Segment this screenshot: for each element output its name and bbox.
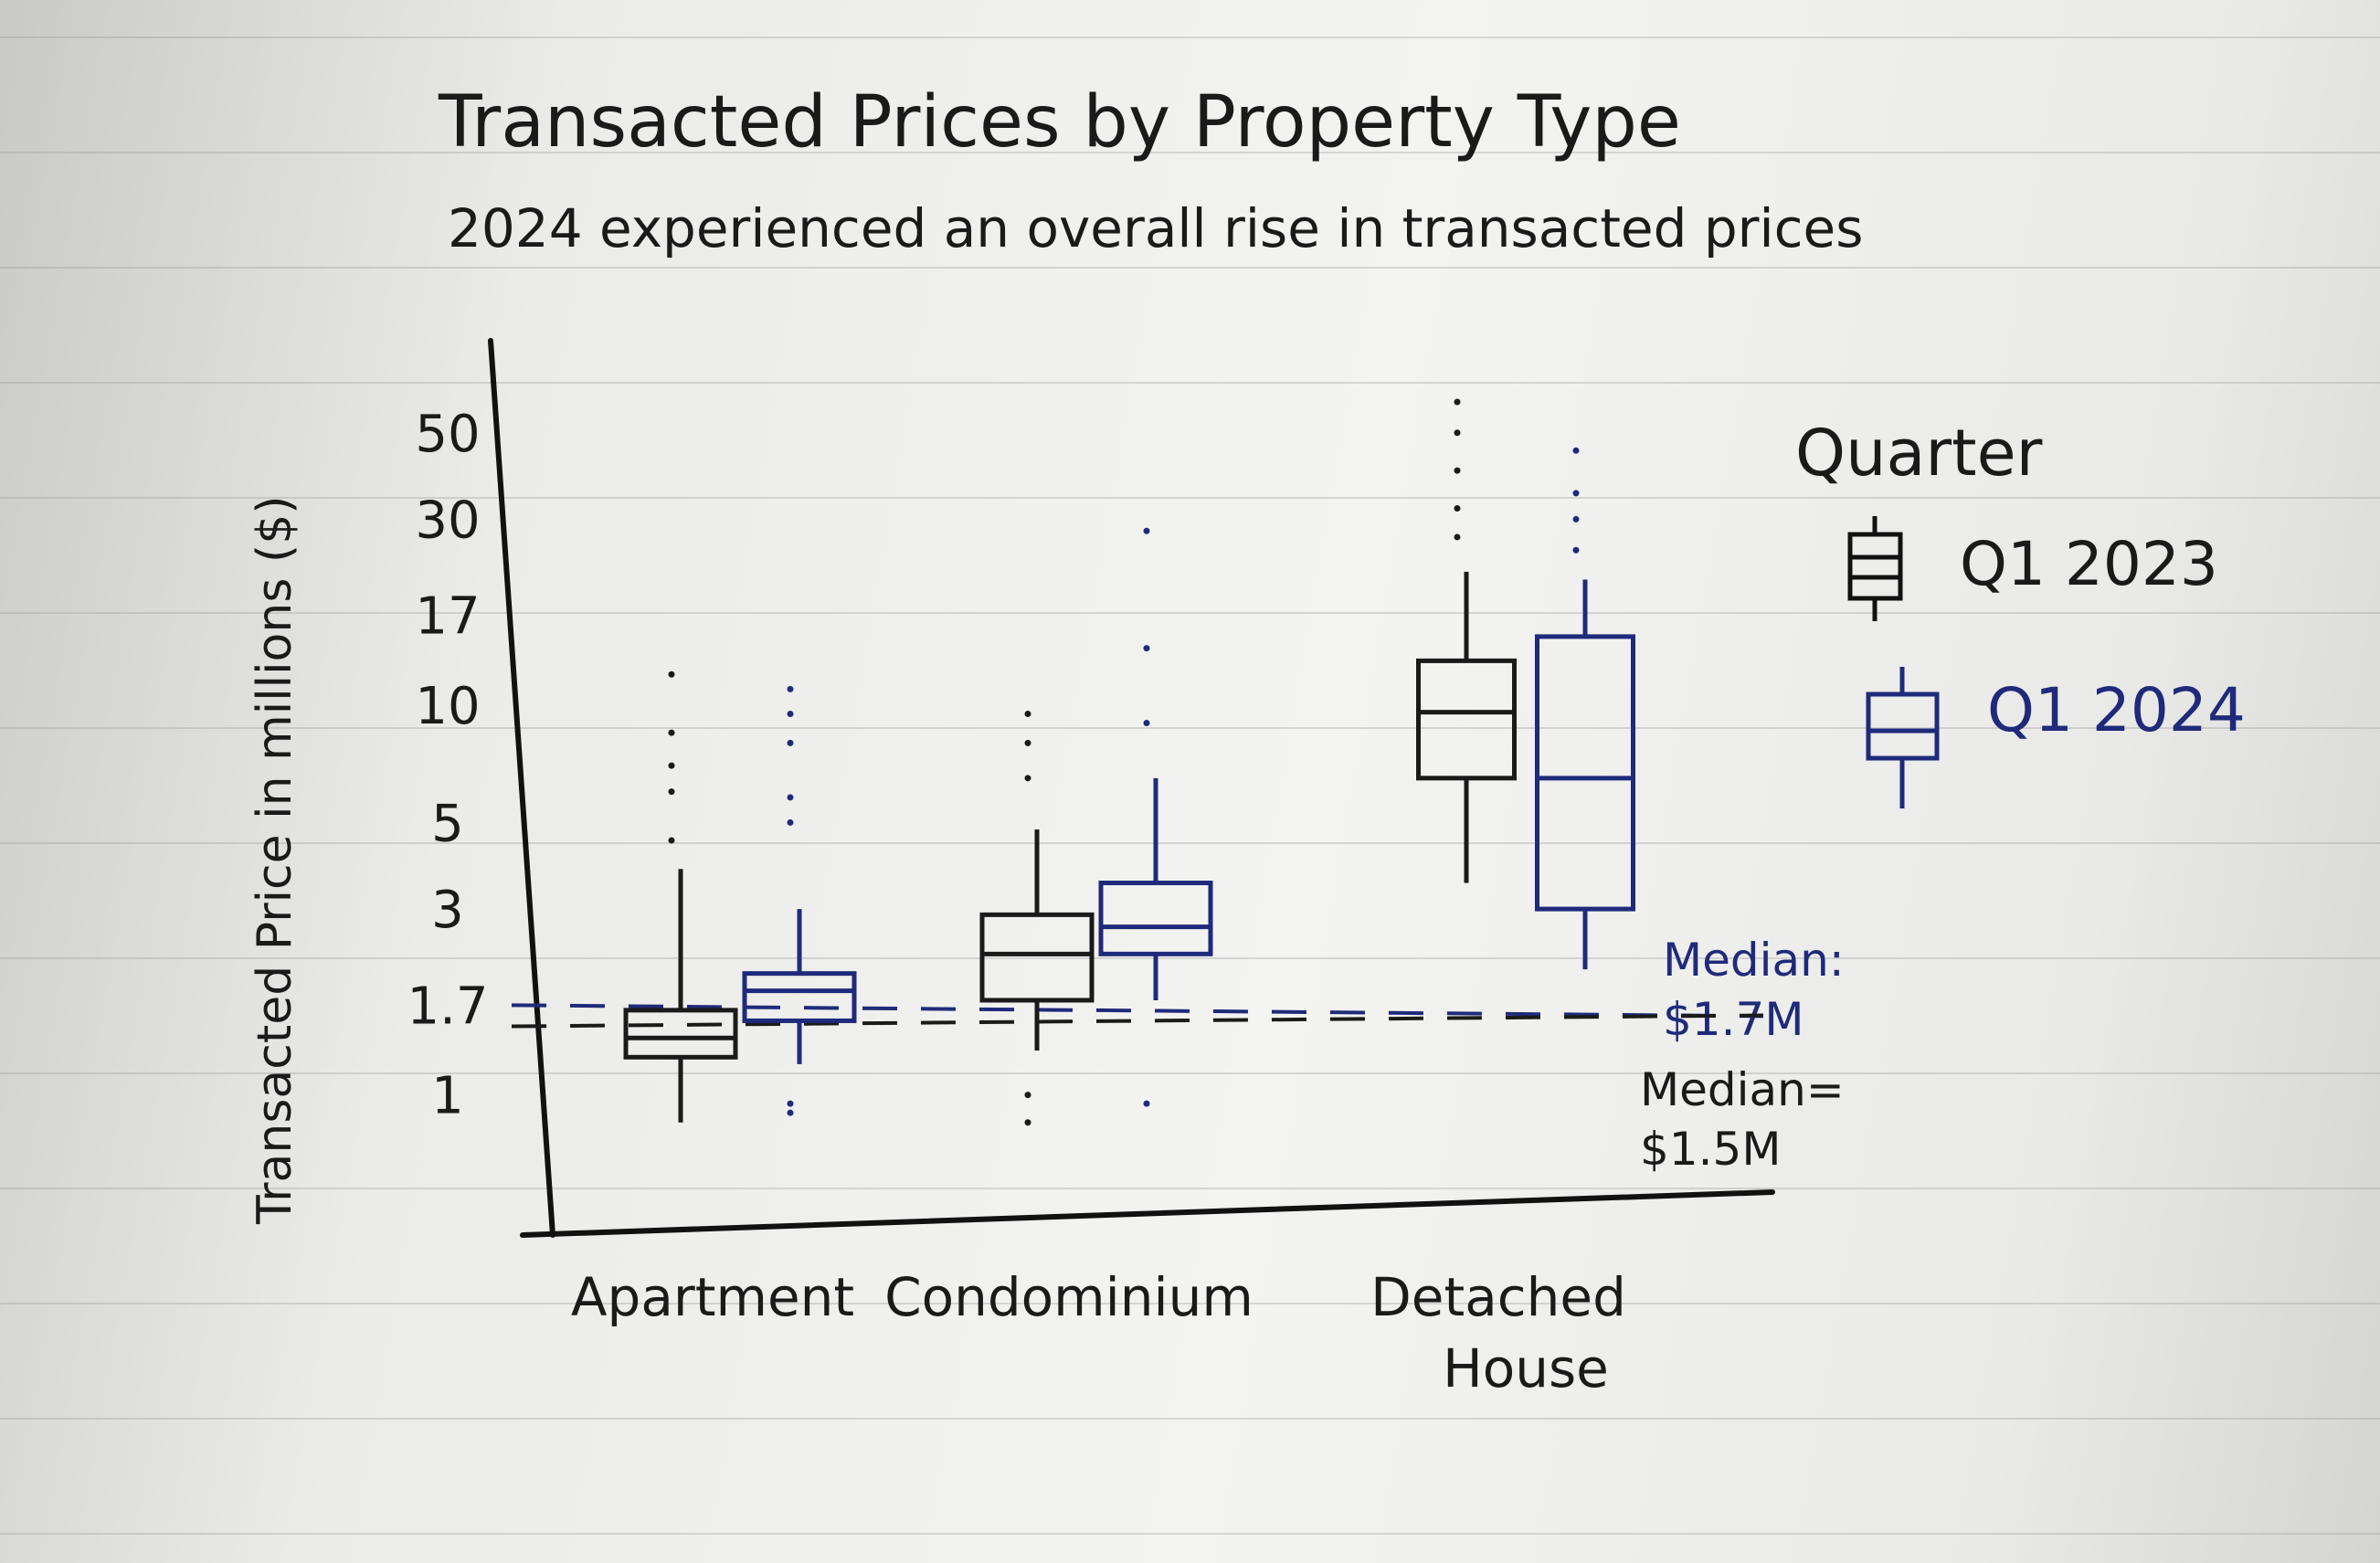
ruled-line (0, 497, 2380, 499)
box-q1-2024-1 (1098, 527, 1213, 1107)
x-category-labels: Apartment Condominium Detached House (571, 1266, 1626, 1399)
ruled-line (0, 727, 2380, 729)
y-tick-labels: 1 1.7 3 5 10 17 30 50 (407, 405, 488, 1126)
outlier-point (668, 762, 675, 769)
outlier-point (668, 788, 675, 796)
outlier-point (1143, 645, 1150, 652)
outlier-point (1572, 447, 1580, 454)
box-q1-2023-2 (1416, 398, 1517, 883)
y-tick-label: 3 (431, 881, 464, 940)
outlier-point (787, 685, 794, 692)
y-tick-label: 1 (431, 1067, 464, 1126)
outlier-point (1024, 1092, 1031, 1099)
outlier-point (668, 837, 675, 844)
outlier-point (787, 1100, 794, 1107)
outlier-point (787, 794, 794, 801)
box-q1-2024-0 (742, 685, 857, 1116)
x-tick-label: Condominium (884, 1266, 1253, 1328)
box-q1-2023-1 (979, 711, 1095, 1126)
median-reference-label: Median= (1640, 1063, 1845, 1116)
y-tick-label: 5 (431, 794, 464, 853)
ruled-line (0, 1303, 2380, 1304)
box-iqr (623, 1008, 738, 1060)
outlier-point (1572, 490, 1580, 497)
y-axis-label: Transacted Price in millions ($) (248, 495, 302, 1225)
median-reference-label: $1.5M (1640, 1123, 1781, 1176)
chart-title: Transacted Prices by Property Type (438, 81, 1681, 164)
ruled-line (0, 152, 2380, 153)
outlier-point (1572, 546, 1580, 554)
box-iqr (1535, 634, 1635, 912)
outlier-point (787, 818, 794, 826)
box-q1-2024-2 (1535, 447, 1635, 970)
legend-glyph-q1-2023 (1847, 516, 1903, 621)
x-tick-label: House (1443, 1337, 1609, 1399)
median-reference-label: $1.7M (1663, 993, 1804, 1046)
ruled-line (0, 267, 2380, 269)
y-tick-label: 30 (415, 491, 480, 550)
box-glyphs (623, 398, 1635, 1126)
outlier-point (668, 671, 675, 678)
x-tick-label: Apartment (571, 1266, 854, 1328)
legend-glyph-q1-2024 (1866, 667, 1940, 808)
ruled-line (0, 1533, 2380, 1535)
x-axis-line (520, 1189, 1775, 1238)
y-tick-label: 50 (415, 405, 480, 464)
median-reference-line (511, 1013, 1764, 1029)
outlier-point (668, 729, 675, 736)
outlier-point (1454, 467, 1461, 474)
outlier-point (787, 1109, 794, 1116)
legend: Quarter Q1 2023 Q1 2024 (1795, 416, 2246, 808)
ruled-line (0, 612, 2380, 614)
box-iqr (1098, 881, 1213, 956)
ruled-line (0, 382, 2380, 384)
ruled-line (0, 842, 2380, 844)
median-reference-label: Median: (1663, 934, 1845, 987)
legend-label-q1-2024: Q1 2024 (1987, 675, 2246, 745)
outlier-point (1024, 711, 1031, 718)
outlier-point (1024, 739, 1031, 746)
outlier-point (1024, 1119, 1031, 1126)
outlier-point (787, 711, 794, 718)
outlier-point (1454, 533, 1461, 541)
chart-subtitle: 2024 experienced an overall rise in tran… (448, 197, 1863, 259)
box-q1-2023-0 (623, 671, 738, 1123)
x-tick-label: Detached (1370, 1266, 1626, 1328)
outlier-point (1024, 775, 1031, 782)
legend-title: Quarter (1795, 416, 2043, 491)
box-iqr (979, 912, 1095, 1003)
ruled-line (0, 37, 2380, 38)
y-tick-label: 17 (415, 587, 480, 647)
median-reference-line (511, 1003, 1764, 1019)
outlier-point (1143, 720, 1150, 727)
y-axis-line (488, 338, 555, 1238)
outlier-point (787, 739, 794, 746)
box-iqr (742, 971, 857, 1023)
legend-label-q1-2023: Q1 2023 (1960, 529, 2218, 599)
box-iqr (1416, 658, 1517, 781)
ruled-line (0, 1188, 2380, 1189)
outlier-point (1454, 398, 1461, 406)
y-tick-label: 1.7 (407, 977, 488, 1036)
ruled-line (0, 1418, 2380, 1420)
outlier-point (1572, 515, 1580, 523)
outlier-point (1143, 1100, 1150, 1107)
ruled-line (0, 1072, 2380, 1074)
median-reference-lines: Median: $1.7M Median= $1.5M (511, 934, 1845, 1176)
outlier-point (1143, 527, 1150, 534)
outlier-point (1454, 504, 1461, 512)
ruled-line (0, 957, 2380, 959)
y-tick-label: 10 (415, 677, 480, 736)
outlier-point (1454, 429, 1461, 437)
